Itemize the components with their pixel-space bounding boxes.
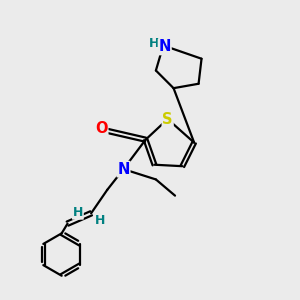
Text: S: S (162, 112, 173, 127)
Text: N: N (158, 39, 171, 54)
Text: H: H (149, 38, 160, 50)
Text: O: O (95, 121, 108, 136)
Text: N: N (117, 162, 130, 177)
Text: H: H (73, 206, 83, 219)
Text: H: H (95, 214, 105, 226)
